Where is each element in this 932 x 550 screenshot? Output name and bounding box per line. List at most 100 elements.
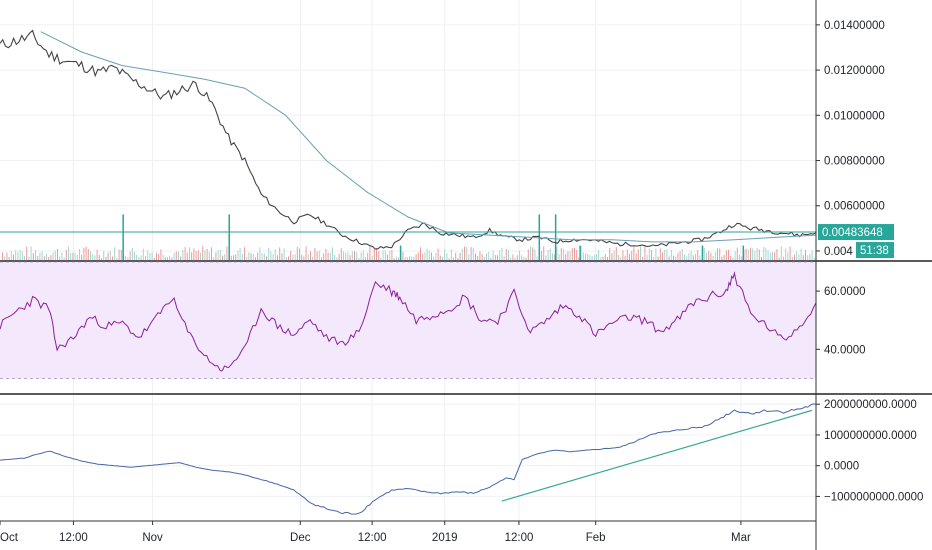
rsi-line [0,271,817,372]
volume-bar [666,249,668,260]
volume-bar [250,253,252,260]
volume-bar [488,251,490,260]
volume-bar [219,249,221,260]
volume-bar [197,250,199,260]
volume-bar [191,252,193,260]
volume-bar [283,248,285,260]
volume-bar [664,249,666,260]
volume-bar [237,250,239,260]
volume-bar [604,254,606,260]
volume-bar [26,246,28,260]
volume-bar [417,252,419,260]
volume-bar [35,249,36,260]
volume-bar [272,253,274,260]
volume-bar [186,252,188,260]
volume-bar [653,256,655,260]
volume-bar [169,255,171,260]
x-axis-tick-label: 2019 [432,532,458,544]
volume-bar [692,255,694,260]
volume-bar [670,249,672,260]
volume-bar [657,256,659,260]
volume-bar [325,248,327,260]
volume-bar [734,251,736,260]
volume-bar [4,256,6,260]
volume-bar [206,248,208,260]
volume-bar [508,250,509,260]
volume-bar [728,249,729,260]
volume-bar [76,254,78,260]
volume-bar [140,255,142,260]
x-axis-tick-label: Mar [731,532,751,544]
volume-bar [525,257,527,260]
volume-bar [721,256,723,260]
volume-bar [752,248,754,260]
volume-bar [723,254,725,260]
volume-bar [180,256,182,260]
volume-bar [690,250,692,260]
volume-bar [338,253,340,260]
volume-bar [558,254,560,260]
volume-bar [659,248,661,260]
volume-bar [446,253,448,260]
volume-bar [235,254,237,260]
volume-bar [556,246,558,260]
volume-bar [448,257,450,260]
volume-bar [182,250,184,260]
x-axis-tick-label: 12:00 [505,532,534,544]
volume-bar [387,254,388,260]
volume-bar [288,256,289,260]
volume-bar [65,249,67,260]
volume-bar [776,249,778,260]
volume-bar [109,250,111,260]
volume-bar [290,250,292,260]
volume-bar [24,255,25,260]
x-axis-tick-label: Feb [586,532,606,544]
volume-bar [409,256,410,260]
volume-bar [778,257,780,260]
volume-bar [266,256,267,260]
volume-bar [127,257,129,260]
volume-bar [151,252,153,260]
volume-bar [633,247,635,260]
volume-bar [296,246,298,260]
volume-bar [72,252,74,260]
volume-bar [145,256,146,260]
volume-bar [486,253,487,260]
obv-trendline [501,409,813,502]
volume-bar [787,252,789,260]
volume-bar [413,256,415,260]
volume-bar [149,253,151,260]
volume-bar [470,247,472,260]
x-axis-tick-label: 12:00 [358,532,387,544]
obv-axis-tick-label: 1000000000.0000 [824,430,917,442]
volume-bar [204,250,206,260]
volume-bar [426,248,428,260]
volume-bar [167,257,168,260]
volume-bar [763,246,765,260]
volume-bar [576,249,578,260]
volume-bar [153,257,155,260]
volume-bar [195,251,197,260]
current-price-badge-text: 0.00483648 [822,227,883,239]
volume-bar [367,252,369,260]
volume-bar [739,254,740,260]
volume-bar [541,251,542,260]
volume-bar [85,246,87,260]
volume-bar [686,256,688,260]
volume-bar [505,249,507,260]
volume-bar [120,250,122,260]
volume-bar [233,255,234,260]
volume-bar [706,252,707,260]
volume-bar [323,253,325,260]
volume-bar [393,257,395,260]
volume-bar [736,247,738,260]
volume-bar [503,256,505,260]
volume-bar [785,248,787,260]
volume-bar [637,249,639,260]
volume-bar [411,256,413,260]
volume-bar [13,254,14,260]
volume-bar [90,251,91,260]
volume-bar [15,250,17,260]
volume-bar [156,252,157,260]
